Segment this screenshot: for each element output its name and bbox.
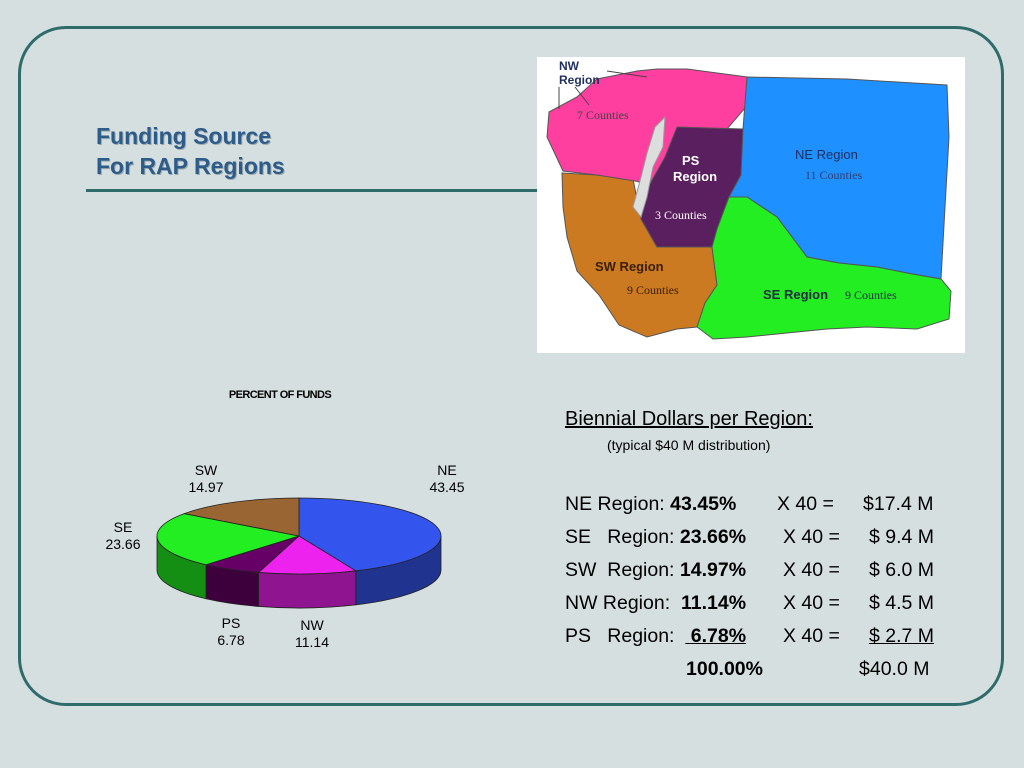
pie-label-se-name: SE bbox=[113, 519, 133, 535]
row-region-label: SW Region: 14.97% bbox=[565, 559, 747, 581]
row-region-label: NE Region: 43.45% bbox=[565, 493, 737, 515]
pie-label-nw: NW 11.14 bbox=[289, 617, 335, 651]
pie-label-nw-name: NW bbox=[300, 617, 324, 633]
total-amount: $40.0 M bbox=[859, 658, 930, 680]
row-percent: 11.14% bbox=[680, 592, 747, 614]
map-counties-sw: 9 Counties bbox=[627, 283, 679, 297]
pie-label-ne-name: NE bbox=[437, 462, 457, 478]
map-counties-ne: 11 Counties bbox=[805, 168, 863, 182]
pie-label-nw-value: 11.14 bbox=[295, 634, 329, 650]
region-map: NW Region 7 Counties PS Region 3 Countie… bbox=[537, 57, 965, 353]
row-region-label: NW Region: 11.14% bbox=[565, 592, 747, 614]
dollars-row-ne: NE Region: 43.45% X 40 = $17.4 M bbox=[565, 488, 955, 521]
dollars-row-sw: SW Region: 14.97% X 40 = $ 6.0 M bbox=[565, 554, 955, 587]
pie-label-ps: PS 6.78 bbox=[210, 615, 252, 649]
row-multiplier: X 40 = bbox=[783, 592, 840, 614]
title-line-1: Funding Source bbox=[96, 123, 272, 149]
row-amount: $ 4.5 M bbox=[869, 592, 935, 614]
pie-label-se: SE 23.66 bbox=[100, 519, 146, 553]
pie-label-ne: NE 43.45 bbox=[424, 462, 470, 496]
row-percent: 43.45% bbox=[670, 493, 737, 515]
row-amount: $ 6.0 M bbox=[869, 559, 935, 581]
map-label-se: SE Region bbox=[763, 287, 828, 302]
dollars-heading: Biennial Dollars per Region: bbox=[565, 408, 813, 430]
slide-frame bbox=[18, 26, 1004, 706]
dollars-rows: NE Region: 43.45% X 40 = $17.4 M SE Regi… bbox=[565, 488, 955, 686]
washington-map-svg: NW Region 7 Counties PS Region 3 Countie… bbox=[546, 59, 952, 340]
row-multiplier: X 40 = bbox=[783, 526, 840, 548]
dollars-row-se: SE Region: 23.66% X 40 = $ 9.4 M bbox=[565, 521, 955, 554]
slide-title: Funding Source For RAP Regions bbox=[96, 121, 285, 181]
pie-label-sw: SW 14.97 bbox=[184, 462, 228, 496]
row-amount: $ 9.4 M bbox=[869, 526, 935, 548]
map-label-sw: SW Region bbox=[595, 259, 664, 274]
dollars-row-nw: NW Region: 11.14% X 40 = $ 4.5 M bbox=[565, 587, 955, 620]
map-region-se bbox=[696, 196, 952, 340]
row-multiplier: X 40 = bbox=[783, 559, 840, 581]
map-label-nw-2: Region bbox=[559, 73, 600, 87]
map-label-ps: PS bbox=[682, 153, 700, 168]
map-label-ps-2: Region bbox=[673, 169, 717, 184]
total-percent: 100.00% bbox=[686, 658, 763, 680]
pie-label-ps-value: 6.78 bbox=[217, 632, 245, 648]
map-counties-nw: 7 Counties bbox=[577, 108, 629, 122]
dollars-subheading: (typical $40 M distribution) bbox=[607, 437, 771, 453]
row-amount: $ 2.7 M bbox=[869, 625, 935, 647]
map-counties-ps: 3 Counties bbox=[655, 208, 707, 222]
pie-label-sw-name: SW bbox=[194, 462, 218, 478]
row-percent: 6.78% bbox=[690, 625, 747, 647]
pie-label-se-value: 23.66 bbox=[105, 536, 141, 552]
row-amount: $17.4 M bbox=[863, 493, 934, 515]
dollars-row-ps: PS Region: 6.78% X 40 = $ 2.7 M bbox=[565, 620, 955, 653]
map-label-nw: NW bbox=[559, 59, 580, 73]
row-region-label: PS Region: 6.78% bbox=[565, 625, 747, 647]
row-region-label: SE Region: 23.66% bbox=[565, 526, 747, 548]
title-line-2: For RAP Regions bbox=[96, 153, 285, 179]
dollars-panel: Biennial Dollars per Region: (typical $4… bbox=[565, 406, 934, 680]
puget-sound-water bbox=[632, 115, 666, 219]
dollars-row-total: 100.00% $40.0 M bbox=[565, 653, 955, 686]
row-multiplier: X 40 = bbox=[777, 493, 834, 515]
map-label-ne: NE Region bbox=[795, 147, 858, 162]
pie-label-ne-value: 43.45 bbox=[429, 479, 465, 495]
chart-title: PERCENT OF FUNDS bbox=[228, 389, 332, 401]
title-divider bbox=[86, 189, 539, 192]
row-percent: 14.97% bbox=[679, 559, 747, 581]
pie-label-ps-name: PS bbox=[221, 615, 241, 631]
pie-label-sw-value: 14.97 bbox=[188, 479, 224, 495]
row-percent: 23.66% bbox=[679, 526, 747, 548]
map-counties-se: 9 Counties bbox=[845, 288, 897, 302]
row-multiplier: X 40 = bbox=[783, 625, 840, 647]
